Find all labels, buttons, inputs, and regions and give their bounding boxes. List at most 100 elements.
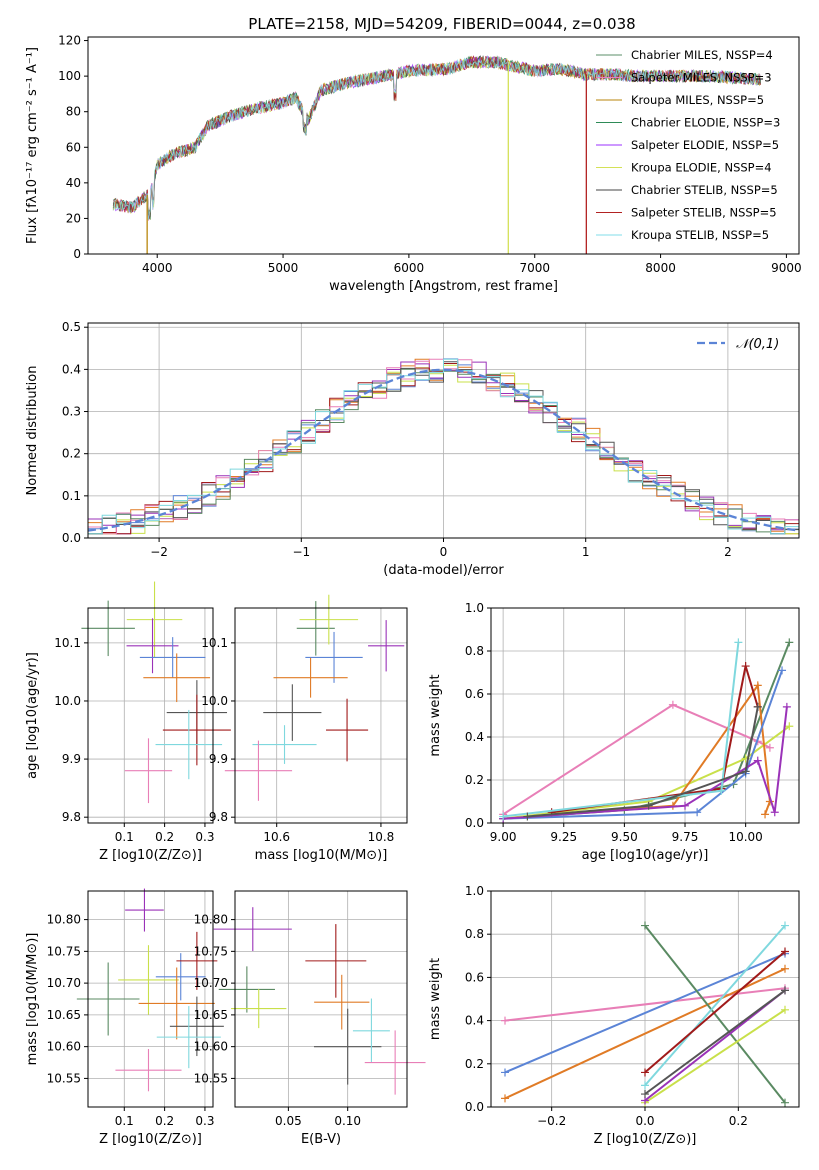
mass-weight-marker <box>781 1005 789 1014</box>
y-tick-label: 10.65 <box>47 1008 81 1022</box>
y-tick-label: 10.60 <box>47 1040 81 1054</box>
axes-frame <box>234 607 408 824</box>
axes-frame <box>87 36 800 255</box>
y-tick-label: 0.2 <box>465 1057 484 1071</box>
x-tick-label: 0.3 <box>195 830 214 844</box>
mass-vs-metallicity-panel: 0.1 0.2 0.3 10.55 10.60 10.65 10.70 10.75 10.80 Z… <box>25 888 224 1147</box>
y-tick-label: 0.8 <box>465 927 484 941</box>
mass-weight-marker <box>753 681 762 690</box>
x-axis-label: Z [log10(Z/Z⊙)] <box>99 848 202 863</box>
mass-weight-marker <box>501 1094 509 1103</box>
axes-frame <box>490 890 800 1108</box>
mass-weight-marker <box>741 662 750 671</box>
y-tick-label: 10.60 <box>194 1040 228 1054</box>
y-tick-label: 0.6 <box>465 970 484 984</box>
x-axis-label: mass [log10(M/M⊙)] <box>255 848 388 863</box>
mass-weight-marker <box>753 702 762 711</box>
legend-entry: Chabrier MILES, NSSP=4 <box>631 48 773 62</box>
y-tick-label: 10.75 <box>47 944 81 958</box>
y-tick-label: 10.0 <box>54 694 81 708</box>
y-tick-label: 0.0 <box>62 531 81 545</box>
x-tick-label: 0.3 <box>195 1114 214 1128</box>
y-tick-label: 0.5 <box>62 320 81 334</box>
x-tick-label: 9.50 <box>611 830 638 844</box>
axes-frame <box>490 607 800 824</box>
y-axis-label: mass weight <box>428 674 443 756</box>
spectrum-panel: 4000 5000 6000 7000 8000 9000 0 20 40 60 80 100 120 w… <box>25 34 802 294</box>
mass-weight-marker <box>681 801 690 810</box>
x-tick-label: 10.6 <box>263 830 290 844</box>
mass-weight-marker <box>644 801 653 810</box>
mass-weight-marker <box>641 1090 649 1099</box>
age-vs-mass-panel: 10.6 10.8 9.8 9.9 10.0 10.1 mass [log10(M/M⊙)] <box>201 594 408 863</box>
mass-weight-line <box>644 924 786 1087</box>
mass-weight-line <box>504 987 786 1022</box>
y-tick-label: 10.1 <box>54 636 81 650</box>
mass-weight-marker <box>641 1068 649 1077</box>
mass-weight-marker <box>781 921 789 930</box>
legend-entry: Chabrier ELODIE, NSSP=3 <box>631 116 780 130</box>
legend-entry: Salpeter ELODIE, NSSP=5 <box>631 138 779 152</box>
figure-title: PLATE=2158, MJD=54209, FIBERID=0044, z=0… <box>248 15 635 33</box>
mass-weight-line <box>503 682 771 820</box>
y-tick-label: 0.3 <box>62 405 81 419</box>
y-tick-label: 9.8 <box>62 810 81 824</box>
mass-weight-marker <box>668 700 677 709</box>
y-tick-label: 10.55 <box>47 1071 81 1085</box>
axes-frame <box>234 890 408 1108</box>
mass-weight-marker <box>523 812 532 821</box>
y-tick-label: 10.65 <box>194 1008 228 1022</box>
x-axis-label: E(B-V) <box>301 1132 341 1147</box>
x-tick-label: 1 <box>582 545 590 559</box>
mass-weight-marker <box>501 1016 509 1025</box>
y-tick-label: 0.4 <box>465 1014 484 1028</box>
y-tick-label: 0 <box>73 247 81 261</box>
y-tick-label: 80 <box>66 105 81 119</box>
x-axis-label: wavelength [Angstrom, rest frame] <box>329 279 558 294</box>
mass-weight-line <box>644 989 786 1095</box>
y-tick-label: 10.80 <box>194 913 228 927</box>
y-axis-label: age [log10(age/yr)] <box>25 652 40 779</box>
x-axis-label: (data-model)/error <box>383 563 504 578</box>
y-tick-label: 0.2 <box>62 447 81 461</box>
normal-curve <box>87 368 800 532</box>
x-tick-label: 0.2 <box>155 1114 174 1128</box>
y-tick-label: 100 <box>58 69 81 83</box>
mass-weight-vs-age-panel: 9.00 9.25 9.50 9.75 10.00 0.0 0.2 0.4 0.6 0.8 1.0 a… <box>428 601 800 863</box>
mass-weight-marker <box>501 1068 509 1077</box>
y-tick-label: 0.0 <box>465 1100 484 1114</box>
mass-weight-marker <box>753 756 762 765</box>
mass-weight-line <box>644 950 786 1074</box>
mass-weight-marker <box>641 921 649 930</box>
x-tick-label: 10.00 <box>728 830 762 844</box>
x-tick-label: 0.1 <box>115 830 134 844</box>
x-tick-label: 9.25 <box>550 830 577 844</box>
y-axis-label: Flux [fλ10⁻¹⁷ erg cm⁻² s⁻¹ A⁻¹] <box>25 47 40 244</box>
y-tick-label: 120 <box>58 34 81 48</box>
mass-weight-marker <box>781 986 789 995</box>
y-axis-label: mass [log10(M/M⊙)] <box>25 933 40 1066</box>
y-tick-label: 0.6 <box>465 687 484 701</box>
mass-weight-marker <box>785 638 794 647</box>
axes-frame <box>87 607 214 824</box>
y-tick-label: 10.80 <box>47 913 81 927</box>
mass-weight-vs-metallicity-panel: −0.2 0.0 0.2 0.0 0.2 0.4 0.6 0.8 1.0 Z [log10(Z/Z… <box>428 884 800 1147</box>
age-vs-metallicity-panel: 0.1 0.2 0.3 9.8 9.9 10.0 10.1 Z [log10(Z/Z⊙)] ag… <box>25 581 231 863</box>
y-tick-label: 40 <box>66 176 81 190</box>
y-tick-label: 1.0 <box>465 601 484 615</box>
x-axis-label: Z [log10(Z/Z⊙)] <box>99 1132 202 1147</box>
x-tick-label: −1 <box>292 545 310 559</box>
legend-entry: Salpeter STELIB, NSSP=5 <box>631 206 777 220</box>
x-tick-label: 0.2 <box>155 830 174 844</box>
x-tick-label: 0.1 <box>115 1114 134 1128</box>
y-tick-label: 0.0 <box>465 816 484 830</box>
legend-entry: Kroupa MILES, NSSP=5 <box>631 93 764 107</box>
y-tick-label: 10.75 <box>194 944 228 958</box>
y-tick-label: 0.2 <box>465 773 484 787</box>
y-tick-label: 10.70 <box>194 976 228 990</box>
x-tick-label: 8000 <box>645 261 676 275</box>
x-tick-label: 2 <box>724 545 732 559</box>
mass-vs-extinction-panel: 0.05 0.10 10.55 10.60 10.65 10.70 10.75 10.80 E(… <box>194 890 426 1147</box>
x-tick-label: 9.75 <box>672 830 699 844</box>
